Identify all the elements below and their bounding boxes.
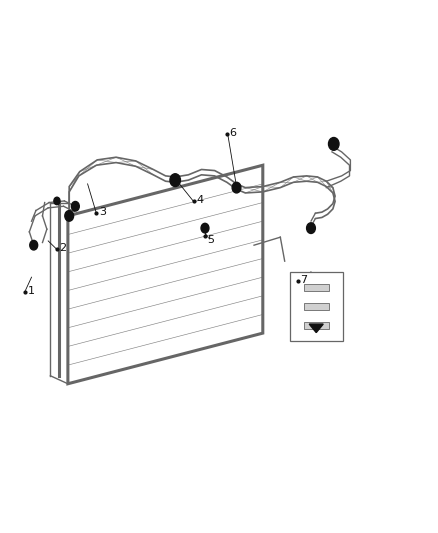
Circle shape	[328, 138, 339, 150]
Circle shape	[54, 197, 60, 205]
Text: 1: 1	[28, 286, 35, 296]
Circle shape	[307, 223, 315, 233]
Circle shape	[232, 182, 241, 193]
Circle shape	[170, 174, 180, 187]
Text: 3: 3	[99, 207, 106, 217]
Circle shape	[65, 211, 74, 221]
Bar	[304, 303, 329, 310]
Text: 6: 6	[230, 128, 237, 138]
Bar	[290, 272, 343, 341]
Polygon shape	[309, 324, 323, 333]
Circle shape	[30, 240, 38, 250]
Text: 2: 2	[60, 244, 67, 253]
Circle shape	[71, 201, 79, 211]
Text: 7: 7	[300, 276, 307, 285]
Text: 4: 4	[196, 196, 203, 205]
Bar	[304, 285, 329, 291]
Bar	[304, 321, 329, 328]
Circle shape	[201, 223, 209, 233]
Text: 5: 5	[208, 235, 215, 245]
